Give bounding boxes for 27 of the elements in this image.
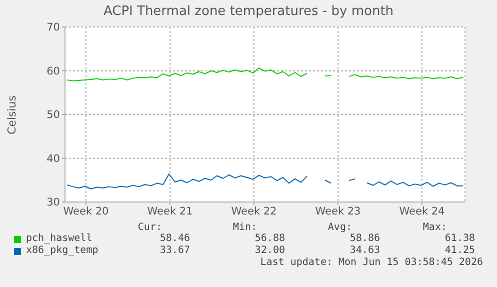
text: 32.00 <box>254 245 285 256</box>
x-tick-label: Week 20 <box>63 205 109 218</box>
y-tick-label: 60 <box>46 65 60 78</box>
text: Cur: <box>138 222 162 233</box>
text: Avg: <box>328 222 352 233</box>
y-tick-label: 70 <box>46 22 60 34</box>
legend-label: pch_haswell <box>26 233 92 244</box>
text: 34.63 <box>350 245 380 256</box>
text: Min: <box>232 222 257 233</box>
text: Last update: Mon Jun 15 03:58:45 2026 <box>260 257 483 268</box>
x-tick-label: Week 21 <box>147 205 193 218</box>
y-tick-label: 40 <box>46 152 60 165</box>
chart-title: ACPI Thermal zone temperatures - by month <box>102 4 395 19</box>
text: 33.67 <box>160 245 190 256</box>
text: 56.88 <box>254 233 285 244</box>
legend-label: x86_pkg_temp <box>26 245 98 256</box>
text: 61.38 <box>444 233 475 244</box>
text: 58.86 <box>350 233 380 244</box>
text: Max: <box>422 222 447 233</box>
x-tick-label: Week 23 <box>315 205 361 218</box>
text: 41.25 <box>444 245 475 256</box>
y-tick-label: 50 <box>46 109 60 122</box>
x-tick-label: Week 24 <box>399 205 446 218</box>
y-tick-label: 30 <box>46 196 60 209</box>
text: 58.46 <box>160 233 190 244</box>
y-axis-title: Celsius <box>6 96 18 134</box>
x-tick-label: Week 22 <box>231 205 277 218</box>
